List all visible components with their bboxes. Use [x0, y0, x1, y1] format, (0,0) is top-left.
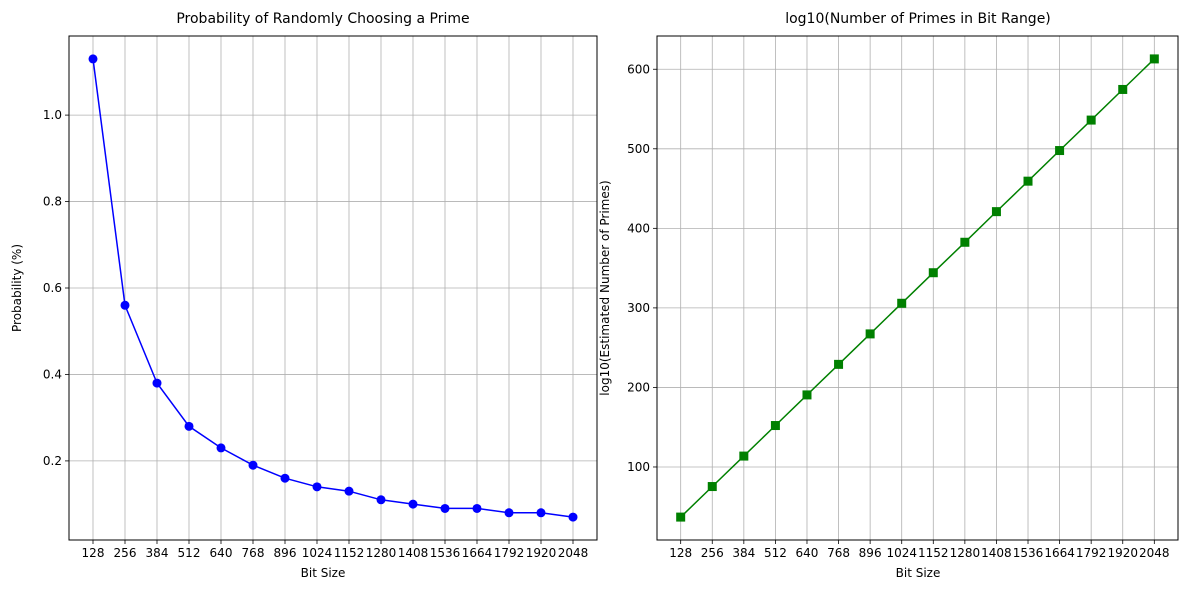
x-tick-label: 1024 — [302, 546, 333, 560]
x-tick-label: 1536 — [430, 546, 461, 560]
x-tick-label: 2048 — [558, 546, 589, 560]
data-point — [216, 443, 226, 453]
y-axis-label: Probability (%) — [10, 244, 24, 332]
x-tick-label: 512 — [764, 546, 787, 560]
data-point — [1086, 115, 1096, 125]
x-tick-label: 1408 — [981, 546, 1012, 560]
x-tick-label: 256 — [701, 546, 724, 560]
chart-title: Probability of Randomly Choosing a Prime — [176, 11, 469, 27]
ticks: 128 256 384 512 640 768 896 1024 1152 1280 1408 153… — [43, 108, 588, 560]
chart-title: log10(Number of Primes in Bit Range) — [785, 11, 1051, 27]
data-point — [152, 378, 162, 388]
x-tick-label: 2048 — [1139, 546, 1170, 560]
x-tick-label: 256 — [114, 546, 137, 560]
data-point — [928, 268, 938, 278]
series — [88, 54, 578, 522]
x-tick-label: 128 — [669, 546, 692, 560]
x-tick-label: 768 — [827, 546, 850, 560]
data-point — [248, 460, 258, 470]
data-point — [770, 421, 780, 431]
x-axis-label: Bit Size — [896, 566, 941, 580]
data-point — [707, 482, 717, 492]
y-tick-label: 400 — [627, 221, 650, 235]
x-tick-label: 1280 — [950, 546, 981, 560]
data-point — [960, 237, 970, 247]
y-tick-label: 100 — [627, 460, 650, 474]
x-tick-label: 1024 — [886, 546, 917, 560]
series-line — [680, 58, 1155, 518]
data-point — [472, 503, 482, 513]
x-tick-label: 128 — [82, 546, 105, 560]
x-tick-label: 640 — [210, 546, 233, 560]
x-tick-label: 1152 — [918, 546, 949, 560]
y-tick-label: 1.0 — [43, 108, 62, 122]
data-point — [504, 508, 514, 518]
data-point — [88, 54, 98, 64]
data-point — [865, 329, 875, 339]
plot-frame — [656, 35, 1179, 541]
data-point — [676, 512, 686, 522]
data-point — [991, 207, 1001, 217]
data-point — [1023, 176, 1033, 186]
ticks: 128 256 384 512 640 768 896 1024 1152 1280 1408 153… — [627, 62, 1169, 560]
series — [676, 54, 1159, 522]
x-tick-label: 896 — [859, 546, 882, 560]
y-tick-label: 300 — [627, 301, 650, 315]
y-tick-label: 0.4 — [43, 367, 62, 381]
y-tick-label: 0.2 — [43, 454, 62, 468]
x-tick-label: 1664 — [462, 546, 493, 560]
primes-count-chart: log10(Number of Primes in Bit Range) 128… — [598, 11, 1179, 580]
data-point — [739, 451, 749, 461]
x-tick-label: 768 — [242, 546, 265, 560]
x-tick-label: 384 — [146, 546, 169, 560]
data-point — [536, 508, 546, 518]
data-point — [897, 298, 907, 308]
x-tick-label: 1664 — [1044, 546, 1075, 560]
data-point — [802, 390, 812, 400]
x-tick-label: 512 — [178, 546, 201, 560]
data-point — [408, 499, 418, 509]
x-tick-label: 1280 — [366, 546, 397, 560]
data-point — [1118, 84, 1128, 94]
x-tick-label: 1792 — [1076, 546, 1107, 560]
x-tick-label: 640 — [796, 546, 819, 560]
y-tick-label: 600 — [627, 62, 650, 76]
x-axis-label: Bit Size — [301, 566, 346, 580]
y-tick-label: 500 — [627, 142, 650, 156]
series-line — [92, 58, 574, 518]
data-point — [440, 503, 450, 513]
data-point — [1055, 146, 1065, 156]
y-axis-label: log10(Estimated Number of Primes) — [598, 180, 612, 395]
data-point — [280, 473, 290, 483]
y-tick-label: 0.8 — [43, 195, 62, 209]
data-point — [344, 486, 354, 496]
data-point — [120, 300, 130, 310]
y-tick-label: 0.6 — [43, 281, 62, 295]
x-tick-label: 1152 — [334, 546, 365, 560]
data-point — [376, 495, 386, 505]
x-tick-label: 384 — [732, 546, 755, 560]
x-tick-label: 896 — [274, 546, 297, 560]
data-point — [834, 359, 844, 369]
x-tick-label: 1920 — [526, 546, 557, 560]
probability-chart: Probability of Randomly Choosing a Prime… — [10, 11, 598, 580]
data-point — [312, 482, 322, 492]
x-tick-label: 1536 — [1013, 546, 1044, 560]
data-point — [184, 421, 194, 431]
data-point — [568, 512, 578, 522]
y-tick-label: 200 — [627, 380, 650, 394]
x-tick-label: 1792 — [494, 546, 525, 560]
grid — [69, 36, 597, 540]
x-tick-label: 1920 — [1107, 546, 1138, 560]
x-tick-label: 1408 — [398, 546, 429, 560]
data-point — [1149, 54, 1159, 64]
